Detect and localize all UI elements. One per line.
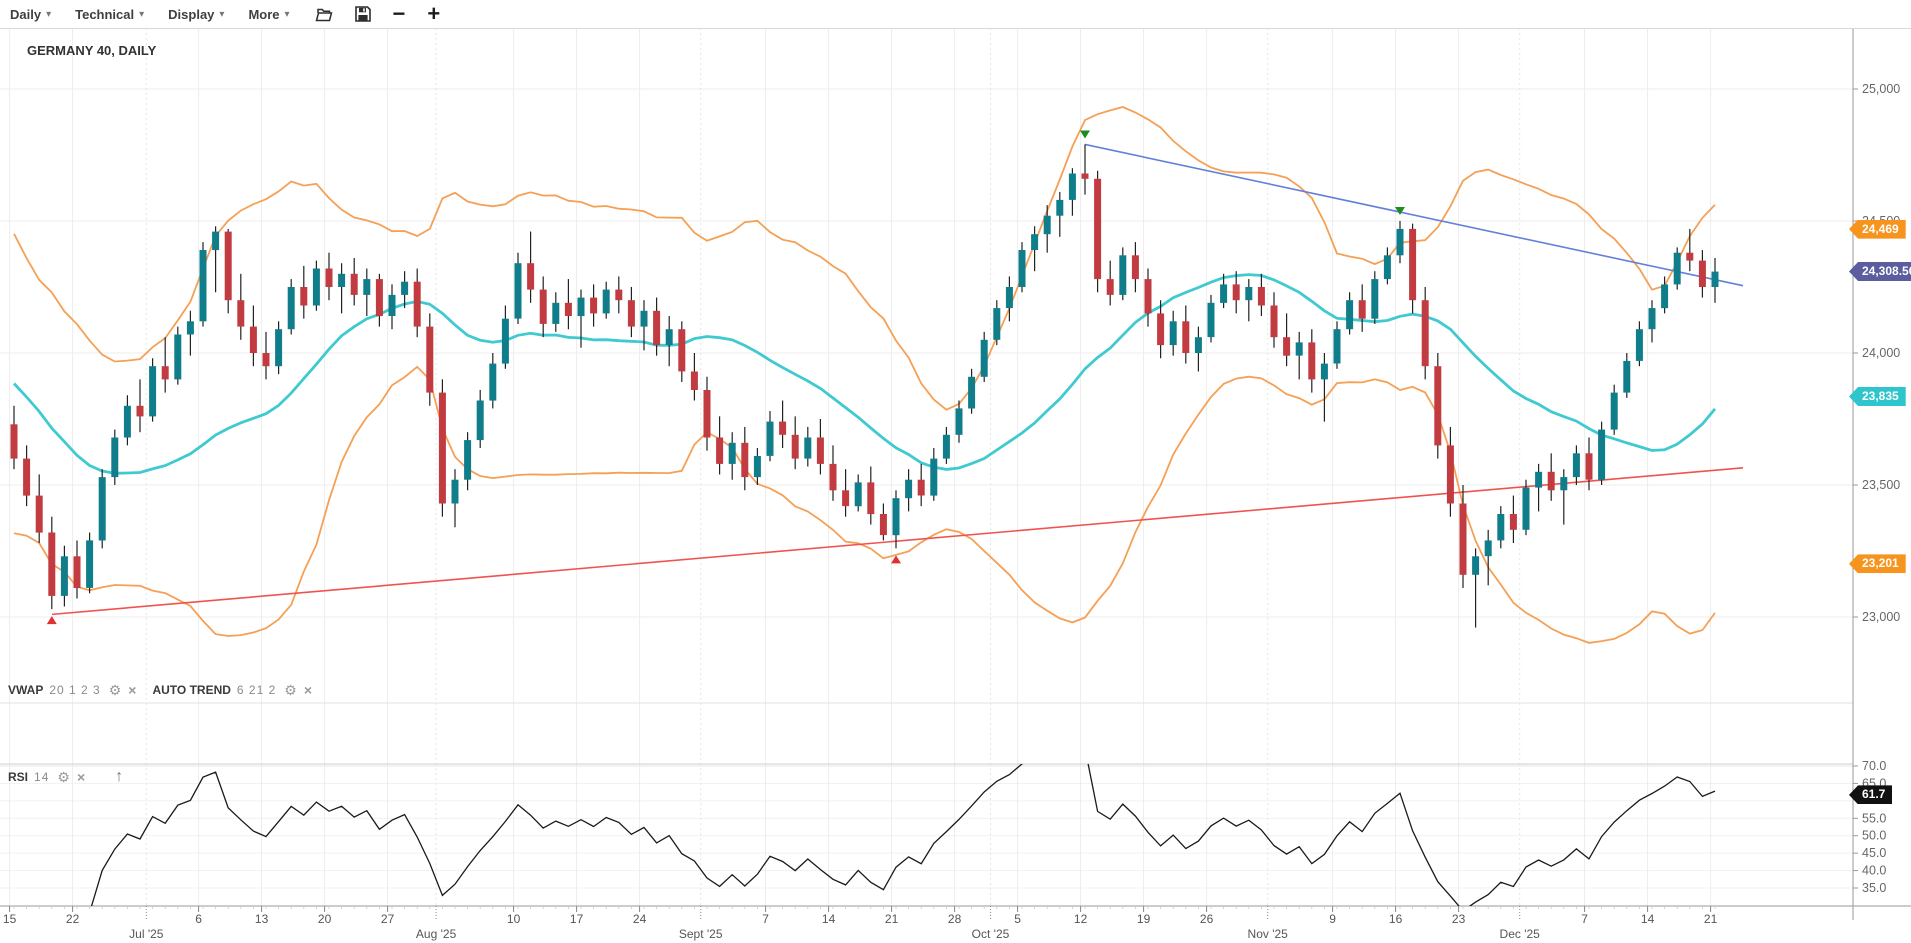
indicator-row-main: VWAP 20 1 2 3 ⚙ × AUTO TREND 6 21 2 ⚙ × [8, 683, 328, 697]
svg-text:70.0: 70.0 [1862, 759, 1886, 773]
svg-text:15: 15 [3, 912, 17, 926]
chevron-down-icon: ▾ [219, 8, 225, 20]
chevron-down-icon: ▾ [46, 8, 52, 20]
rsi-indicator-params: 14 [34, 770, 50, 784]
svg-text:12: 12 [1074, 912, 1088, 926]
svg-text:22: 22 [66, 912, 80, 926]
chevron-down-icon: ▾ [139, 8, 145, 20]
menu-daily[interactable]: Daily ▾ [10, 7, 51, 22]
menu-display-label: Display [168, 6, 215, 22]
open-folder-icon[interactable] [315, 7, 333, 22]
svg-text:23,000: 23,000 [1862, 610, 1900, 624]
auto-trend-indicator-label: AUTO TREND [152, 683, 231, 697]
rsi-value-badge: 61.7 [1849, 785, 1893, 805]
save-icon[interactable] [354, 6, 371, 22]
svg-text:Jul '25: Jul '25 [129, 927, 164, 941]
svg-text:16: 16 [1389, 912, 1403, 926]
upper-band-price-badge: 24,469 [1849, 219, 1906, 239]
chevron-down-icon: ▾ [284, 8, 290, 20]
svg-text:40.0: 40.0 [1862, 864, 1886, 878]
svg-text:26: 26 [1200, 912, 1214, 926]
svg-text:Aug '25: Aug '25 [416, 927, 457, 941]
svg-text:10: 10 [507, 912, 521, 926]
gear-icon[interactable]: ⚙ [57, 769, 70, 785]
vwap-indicator-label: VWAP [8, 683, 44, 697]
svg-text:7: 7 [1581, 912, 1588, 926]
lower-band-price-badge: 23,201 [1849, 554, 1906, 574]
svg-text:25,000: 25,000 [1862, 82, 1900, 96]
rsi-indicator-label: RSI [8, 770, 29, 784]
menu-more[interactable]: More ▾ [248, 7, 289, 22]
svg-text:28: 28 [948, 912, 962, 926]
svg-text:55.0: 55.0 [1862, 811, 1886, 825]
menu-technical-label: Technical [75, 6, 135, 22]
svg-text:13: 13 [255, 912, 269, 926]
svg-text:24,000: 24,000 [1862, 346, 1900, 360]
menu-technical[interactable]: Technical ▾ [75, 7, 144, 22]
svg-text:Sept '25: Sept '25 [679, 927, 723, 941]
svg-text:45.0: 45.0 [1862, 846, 1886, 860]
svg-text:23,500: 23,500 [1862, 478, 1900, 492]
gear-icon[interactable]: ⚙ [284, 682, 297, 698]
svg-text:20: 20 [318, 912, 332, 926]
svg-text:35.0: 35.0 [1862, 881, 1886, 895]
indicator-row-rsi: RSI 14 ⚙ × ↑ [8, 768, 123, 786]
close-icon[interactable]: × [303, 682, 313, 698]
menu-display[interactable]: Display ▾ [168, 7, 224, 22]
svg-text:14: 14 [822, 912, 836, 926]
svg-text:17: 17 [570, 912, 584, 926]
svg-text:23: 23 [1452, 912, 1466, 926]
svg-text:6: 6 [195, 912, 202, 926]
toolbar: Daily ▾ Technical ▾ Display ▾ More ▾ − + [0, 0, 1911, 29]
svg-text:50.0: 50.0 [1862, 829, 1886, 843]
svg-text:19: 19 [1137, 912, 1151, 926]
svg-text:Oct '25: Oct '25 [972, 927, 1010, 941]
svg-text:21: 21 [1704, 912, 1718, 926]
menu-daily-label: Daily [10, 6, 42, 22]
symbol-title: GERMANY 40, DAILY [27, 43, 157, 58]
gear-icon[interactable]: ⚙ [108, 682, 122, 698]
svg-text:14: 14 [1641, 912, 1655, 926]
svg-text:27: 27 [381, 912, 395, 926]
move-pane-up-icon[interactable]: ↑ [115, 768, 124, 785]
svg-text:9: 9 [1329, 912, 1336, 926]
svg-text:21: 21 [885, 912, 899, 926]
svg-text:Nov '25: Nov '25 [1248, 927, 1289, 941]
last-price-badge: 24,308.50 [1849, 262, 1911, 282]
svg-text:5: 5 [1014, 912, 1021, 926]
zoom-in-button[interactable]: + [427, 1, 441, 26]
vwap-price-badge: 23,835 [1849, 387, 1906, 407]
svg-text:Dec '25: Dec '25 [1500, 927, 1541, 941]
close-icon[interactable]: × [128, 682, 137, 698]
zoom-out-button[interactable]: − [392, 1, 406, 26]
close-icon[interactable]: × [76, 769, 86, 785]
svg-text:7: 7 [762, 912, 769, 926]
vwap-indicator-params: 20 1 2 3 [49, 683, 101, 697]
svg-text:24: 24 [633, 912, 647, 926]
menu-more-label: More [248, 6, 280, 22]
auto-trend-indicator-params: 6 21 2 [236, 683, 277, 697]
